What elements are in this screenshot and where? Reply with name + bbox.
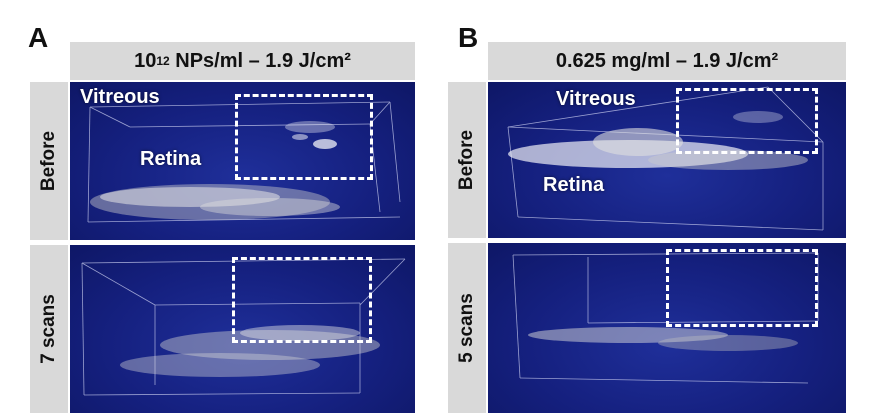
panel-b-retina-label: Retina: [543, 174, 605, 196]
panel-a-vitreous-label: Vitreous: [80, 86, 160, 108]
panel-b-after-scan: [488, 243, 846, 413]
panel-b-before-roi-box: [676, 88, 818, 154]
panel-a-header-exponent: 12: [156, 54, 170, 68]
panel-b-after-volume: [512, 252, 819, 384]
panel-b-after-side: 5 scans: [448, 243, 486, 413]
panel-b-after-roi-box: [666, 249, 818, 327]
panel-b-header: 0.625 mg/ml – 1.9 J/cm²: [488, 42, 846, 80]
panel-a-header: 10 12 NPs/ml – 1.9 J/cm²: [70, 42, 415, 80]
panel-b-before-scan: Vitreous Retina: [488, 82, 846, 238]
panel-a-letter: A: [28, 22, 49, 53]
panel-a-before-scan: Vitreous Retina: [70, 82, 415, 240]
panel-a-before-volume: [87, 101, 401, 223]
panel-a-header-base: 10: [134, 49, 157, 72]
panel-a-after-roi-box: [232, 257, 372, 343]
panel-a-after-scan: [70, 245, 415, 413]
panel-b-before-side: Before: [448, 82, 486, 238]
panel-a-after-side: 7 scans: [30, 245, 68, 413]
panel-b-letter: B: [458, 22, 479, 53]
panel-a-header-rest: NPs/ml – 1.9 J/cm²: [169, 49, 351, 72]
panel-a-row-before: Before: [38, 130, 59, 192]
panel-a-before-side: Before: [30, 82, 68, 240]
panel-b-header-text: 0.625 mg/ml – 1.9 J/cm²: [555, 49, 779, 72]
panel-b-before-volume: [507, 86, 824, 231]
panel-a-row-after: 7 scans: [38, 294, 59, 364]
panel-b-row-before: Before: [456, 129, 477, 191]
panel-a-after-volume: [81, 258, 406, 396]
panel-a-before-roi-box: [235, 94, 373, 180]
panel-a-retina-label: Retina: [140, 148, 202, 170]
panel-b-row-after: 5 scans: [456, 293, 477, 363]
panel-b-vitreous-label: Vitreous: [556, 88, 636, 110]
